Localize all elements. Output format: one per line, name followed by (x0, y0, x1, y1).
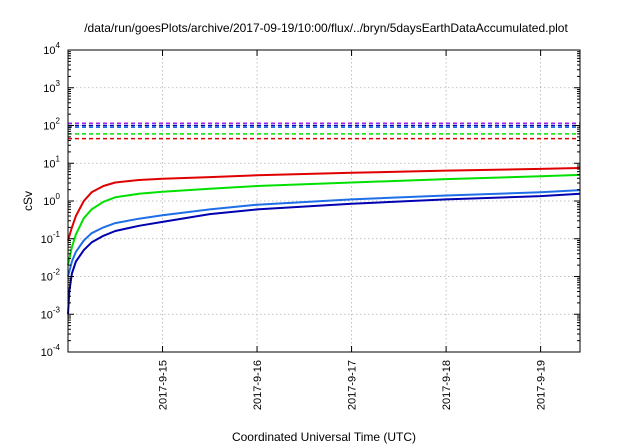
y-tick-label: 10-3 (41, 305, 61, 321)
y-tick-label: 102 (43, 117, 60, 133)
y-tick-label: 104 (43, 41, 60, 57)
y-tick-label: 10-2 (41, 268, 61, 284)
y-tick-label: 10-1 (41, 230, 61, 246)
y-axis-label: cSv (21, 191, 35, 211)
y-tick-label: 101 (43, 154, 60, 170)
x-tick-label: 2017-9-18 (441, 360, 453, 410)
chart-title: /data/run/goesPlots/archive/2017-09-19/1… (84, 21, 568, 35)
x-tick-label: 2017-9-16 (252, 360, 264, 410)
lines-layer (67, 122, 581, 315)
series-line-solid (67, 173, 581, 266)
x-tick-label: 2017-9-17 (347, 360, 359, 410)
y-tick-label: 103 (43, 79, 60, 95)
x-tick-label: 2017-9-15 (158, 360, 170, 410)
series-line-solid (67, 189, 581, 277)
y-tick-label: 100 (43, 192, 60, 208)
y-tick-label: 10-4 (41, 343, 61, 359)
series-line-solid (67, 167, 581, 241)
x-tick-label: 2017-9-19 (536, 360, 548, 410)
series-line-solid (67, 192, 581, 315)
x-axis-label: Coordinated Universal Time (UTC) (232, 430, 416, 444)
ticks-layer: 10-4 10-3 10-2 10-1 100 101 102 103 104 2017-9-15… (41, 41, 580, 410)
